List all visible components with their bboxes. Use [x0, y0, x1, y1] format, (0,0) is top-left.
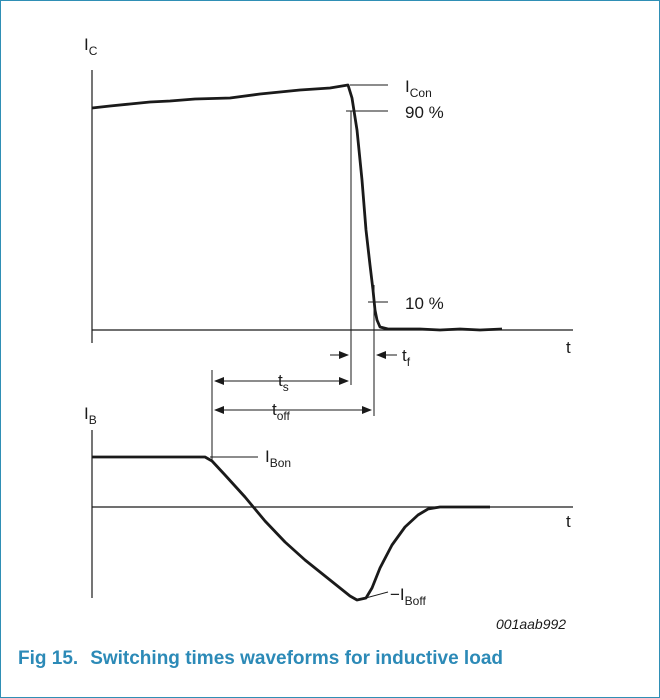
icon-label: ICon — [405, 77, 432, 100]
ic-waveform — [91, 83, 503, 332]
pct10-label: 10 % — [405, 294, 444, 313]
iboff-label: −IBoff — [390, 585, 426, 608]
ic-axis-label: IC — [84, 35, 98, 58]
reference-code: 001aab992 — [496, 616, 566, 632]
figure-caption: Fig 15. Switching times waveforms for ind… — [18, 648, 515, 670]
ts-label: ts — [278, 371, 289, 394]
ib-axis-label: IB — [84, 404, 97, 427]
figure-title: Switching times waveforms for inductive … — [90, 648, 503, 669]
ibon-label: IBon — [265, 447, 291, 470]
tf-label: tf — [402, 346, 411, 369]
time-label-bottom: t — [566, 512, 571, 531]
figure-number: Fig 15. — [18, 648, 79, 669]
toff-label: toff — [272, 400, 291, 423]
switching-waveform-diagram: IC IB t t ICon 90 % 10 % tf ts toff IBon… — [84, 35, 573, 632]
ib-waveform — [92, 455, 490, 602]
iboff-leader-line — [361, 591, 389, 600]
time-label-top: t — [566, 338, 571, 357]
pct90-label: 90 % — [405, 103, 444, 122]
